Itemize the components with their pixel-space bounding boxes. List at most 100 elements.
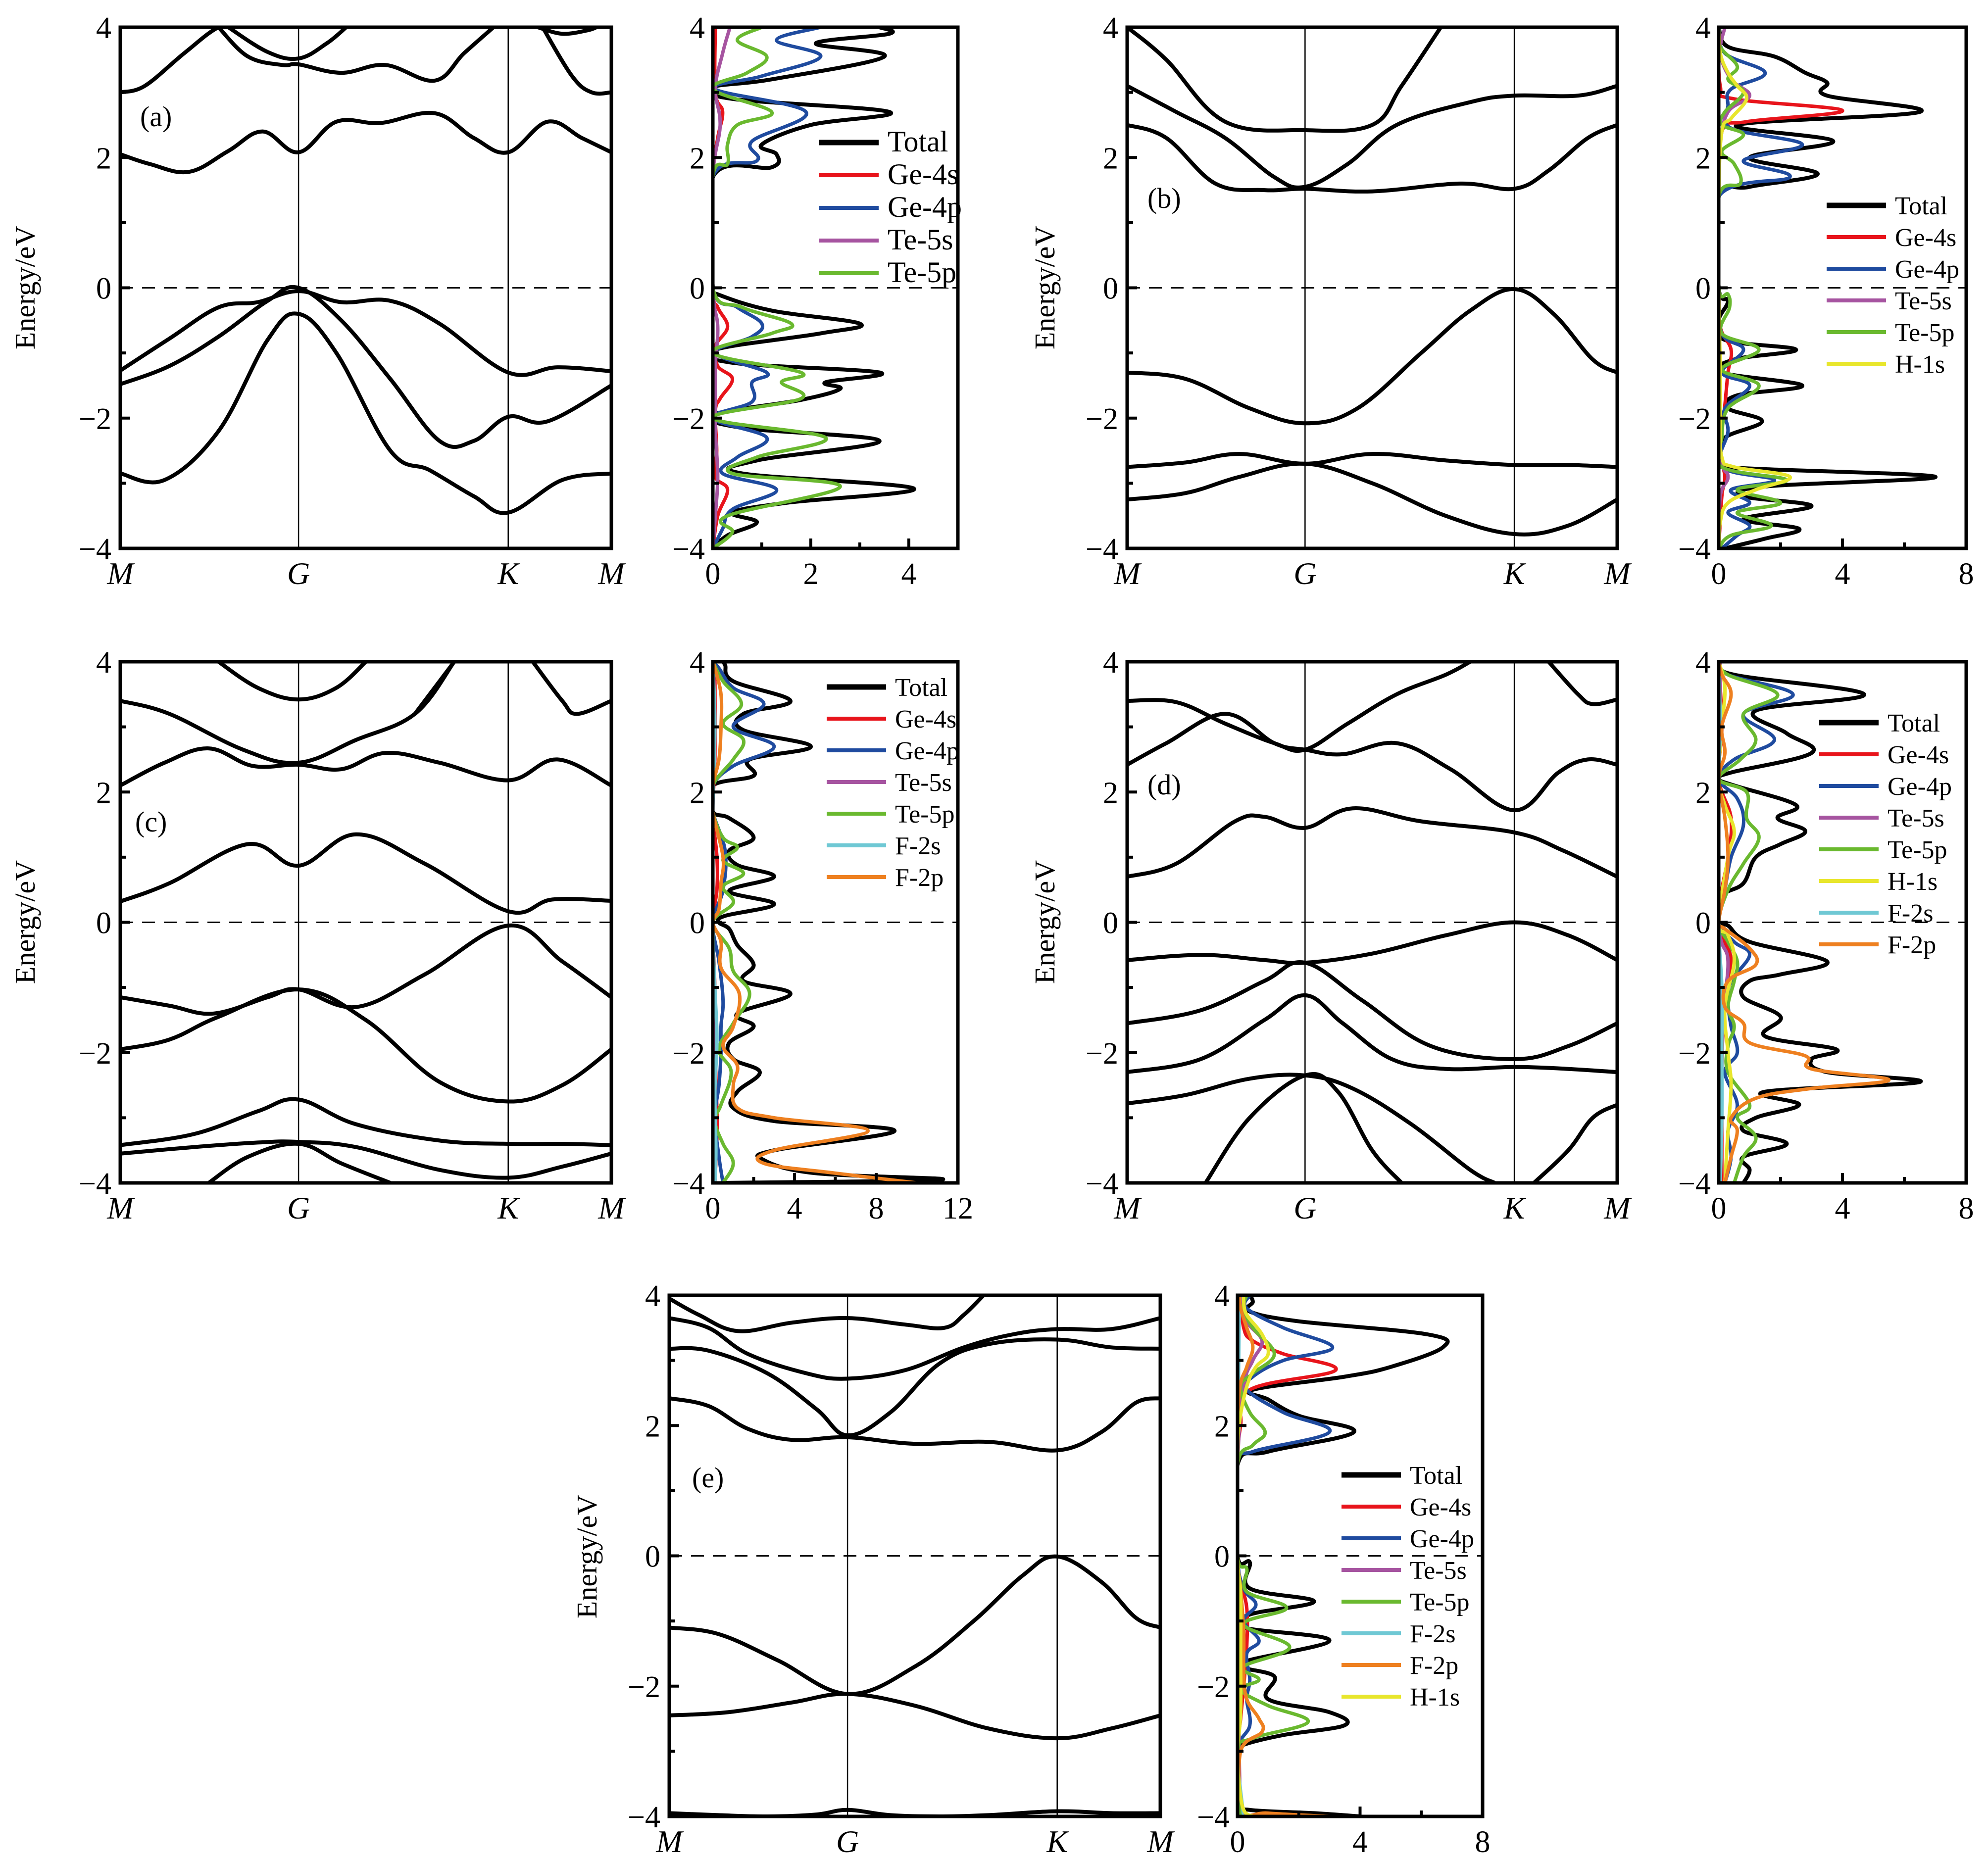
- band-line-2: [216, 27, 496, 83]
- band-line-3: [1127, 123, 1617, 194]
- y-tick-label: −4: [628, 1801, 660, 1834]
- legend-item: Ge-4p: [1819, 773, 1952, 801]
- legend-item: F-2p: [827, 864, 944, 892]
- kpoint-label-G: G: [836, 1824, 859, 1859]
- y-tick-label: −4: [1197, 1801, 1230, 1834]
- legend: Total Ge-4s Ge-4p Te-5s Te-5p F-2s F-2p: [827, 674, 959, 892]
- legend-item: Te-5s: [1342, 1557, 1467, 1585]
- legend-label: F-2p: [1888, 931, 1936, 959]
- y-axis-title: Energy/eV: [571, 1495, 603, 1618]
- y-tick-label: 4: [1103, 646, 1118, 680]
- legend-item: Ge-4s: [1827, 224, 1956, 252]
- band-line-9: [120, 1097, 611, 1147]
- y-tick-label: 2: [645, 1410, 660, 1443]
- band-line-2: [1546, 662, 1617, 706]
- legend-item: Total: [827, 674, 947, 702]
- y-tick-label: 4: [96, 646, 111, 680]
- y-tick-label: −2: [1086, 1037, 1118, 1071]
- band-line-8: [120, 285, 611, 449]
- bands: [1127, 662, 1617, 1183]
- legend-item: Te-5p: [1819, 836, 1947, 864]
- kpoint-label-M: M: [106, 1190, 135, 1225]
- y-tick-label: 0: [96, 272, 111, 306]
- legend-item: F-2s: [1819, 899, 1933, 928]
- band-line-4: [120, 662, 456, 765]
- panel-tag-e: (e): [692, 1462, 724, 1494]
- x-tick-label: 8: [1475, 1825, 1491, 1859]
- y-tick-label: −4: [1678, 533, 1711, 566]
- y-tick-label: 0: [96, 907, 111, 940]
- legend-item: Te-5s: [827, 769, 952, 797]
- y-tick-label: −2: [79, 1037, 111, 1071]
- band-line-4: [1127, 287, 1617, 426]
- dos-plot-e: −4 −2 0 2 4 0 4 8 Total Ge-4s Ge-4p Te-5s Te-5p F-2s F…: [1197, 1279, 1490, 1859]
- y-tick-label: −4: [79, 533, 111, 566]
- kpoint-label-G: G: [1293, 1190, 1316, 1225]
- y-tick-label: 4: [1695, 11, 1711, 45]
- kpoint-label-M: M: [1113, 556, 1142, 591]
- dos-line-ge-4p: [1238, 1295, 1335, 1816]
- legend-label: H-1s: [1410, 1683, 1460, 1712]
- legend-item: Te-5s: [819, 223, 953, 256]
- legend-label: Ge-4s: [1888, 741, 1949, 769]
- y-tick-label: −2: [628, 1670, 660, 1704]
- y-axis-title: Energy/eV: [1029, 226, 1061, 349]
- kpoint-label-G: G: [287, 1190, 310, 1225]
- dos-line-total: [1719, 662, 1923, 1183]
- y-axis-title: Energy/eV: [9, 860, 41, 984]
- legend-label: Ge-4p: [895, 737, 959, 765]
- y-tick-label: 2: [96, 142, 111, 175]
- y-tick-label: 2: [1695, 142, 1711, 175]
- y-tick-label: −4: [672, 1167, 705, 1201]
- dos-series: [1238, 1295, 1450, 1816]
- legend-label: Te-5s: [1895, 287, 1952, 315]
- band-line-1: [1127, 27, 1443, 133]
- dos-line-te-5p: [713, 27, 842, 548]
- y-tick-label: 2: [1214, 1410, 1230, 1443]
- bands: [1127, 27, 1617, 537]
- legend: Total Ge-4s Ge-4p Te-5s Te-5p F-2s F-2p H-1s: [1342, 1462, 1474, 1712]
- dos-plot-c: −4 −2 0 2 4 0 4 8 12 Total Ge-4s Ge-4p Te-5s Te-5p F-2…: [672, 646, 973, 1225]
- legend-item: Total: [1827, 192, 1947, 220]
- x-tick-label: 8: [1959, 1192, 1974, 1225]
- band-line-1: [669, 1295, 986, 1333]
- legend-label: Total: [1410, 1462, 1462, 1490]
- band-line-6: [1127, 960, 1617, 1061]
- legend-label: Te-5s: [1410, 1557, 1467, 1585]
- legend-label: Ge-4p: [1895, 255, 1959, 284]
- legend-item: Ge-4s: [819, 158, 958, 191]
- legend-label: Ge-4p: [1410, 1525, 1474, 1553]
- band-line-9: [120, 311, 611, 515]
- y-tick-label: −4: [1086, 1167, 1118, 1201]
- legend-item: Ge-4p: [819, 191, 962, 223]
- dos-line-total: [713, 662, 945, 1183]
- x-tick-label: 4: [1352, 1825, 1368, 1859]
- y-tick-label: 2: [690, 142, 705, 175]
- y-tick-label: −4: [1086, 533, 1118, 566]
- kpoint-label-M: M: [655, 1824, 684, 1859]
- legend-item: Ge-4s: [827, 705, 956, 734]
- y-tick-label: −2: [672, 1037, 705, 1071]
- band-line-7: [120, 289, 611, 377]
- x-tick-label: 8: [1959, 557, 1974, 591]
- kpoint-label-M: M: [106, 556, 135, 591]
- band-line-8: [120, 987, 611, 1104]
- bands: [120, 27, 611, 515]
- y-tick-label: 4: [690, 646, 705, 680]
- legend-item: H-1s: [1342, 1683, 1460, 1712]
- y-tick-label: −2: [1197, 1670, 1230, 1704]
- x-tick-label: 0: [1711, 557, 1727, 591]
- x-tick-label: 8: [869, 1192, 884, 1225]
- legend-item: Te-5s: [1827, 287, 1952, 315]
- band-line-2: [669, 1316, 1160, 1381]
- y-axis-title: Energy/eV: [1029, 860, 1061, 984]
